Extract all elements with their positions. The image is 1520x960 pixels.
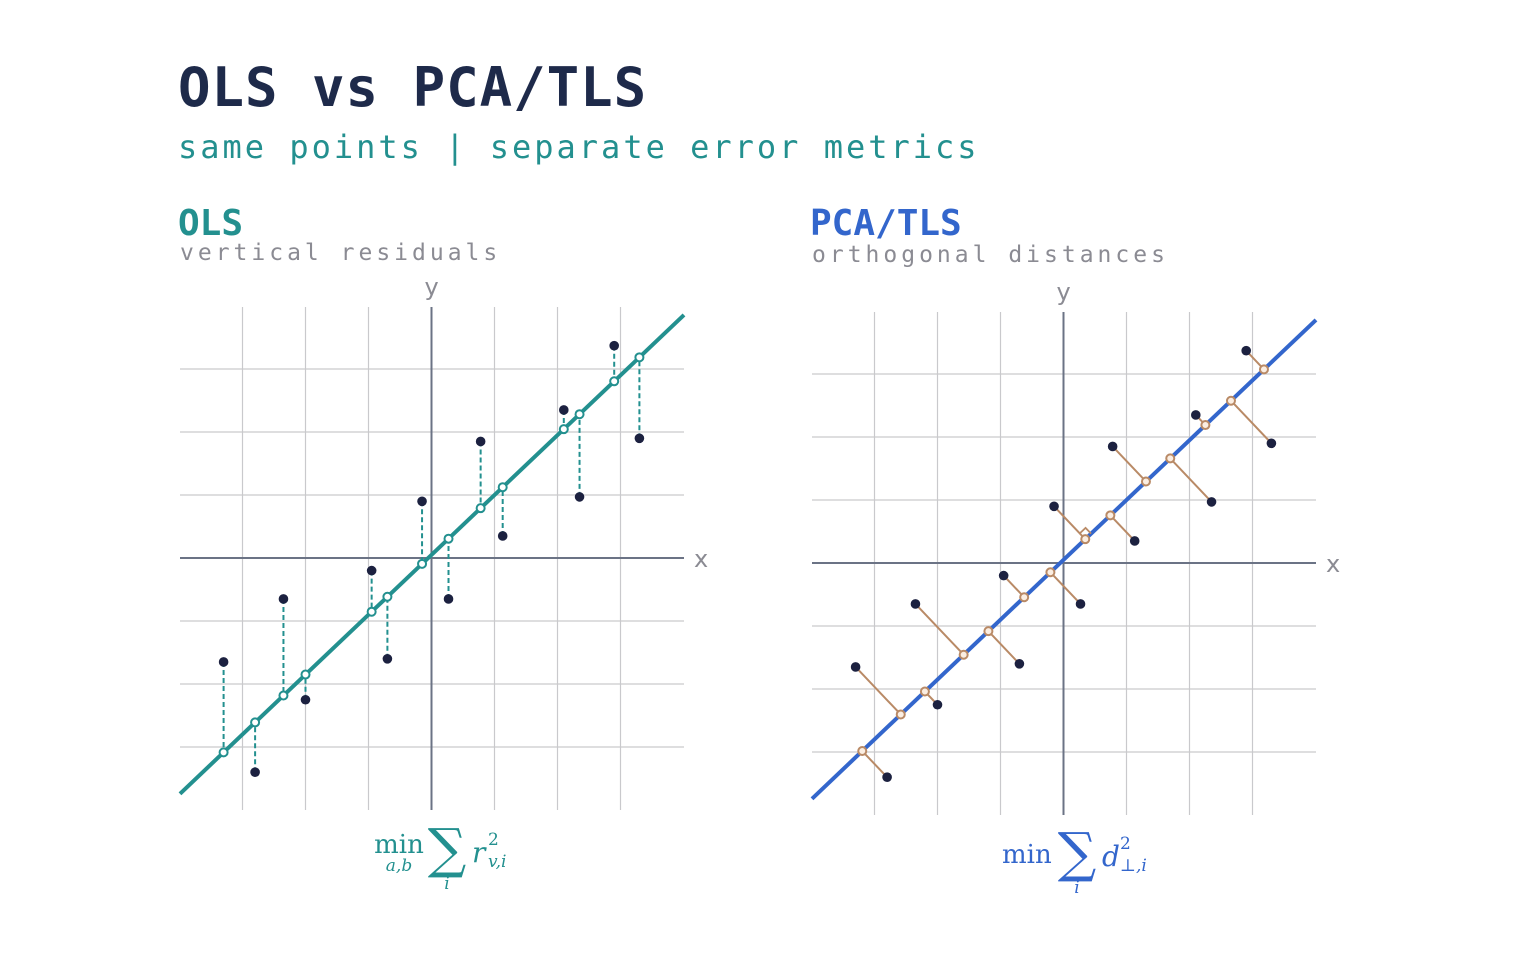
ols-point: [417, 496, 427, 507]
pca-formula-min: min: [1002, 840, 1052, 870]
page-subtitle: same points | separate error metrics: [178, 128, 980, 166]
pca-y-axis-label: y: [1057, 278, 1071, 306]
pca-orthogonal-distance: [1111, 445, 1147, 483]
ols-point: [574, 492, 585, 502]
pca-projection: [1140, 476, 1151, 487]
pca-projection: [919, 686, 930, 697]
ols-panel-title: OLS: [178, 203, 244, 244]
ols-projection: [300, 669, 311, 680]
pca-formula-var-sub: ⊥,i: [1120, 856, 1147, 876]
pca-projection: [1105, 510, 1116, 521]
ols-formula-min: min: [374, 830, 424, 860]
pca-projection: [1200, 420, 1211, 431]
pca-orthogonal-distance: [914, 603, 965, 656]
ols-formula-var-sub: v,i: [488, 852, 507, 872]
ols-projection: [278, 690, 289, 701]
pca-point: [850, 662, 861, 672]
pca-orthogonal-distance: [1169, 457, 1213, 503]
pca-orthogonal-distance: [1230, 400, 1273, 444]
pca-right-angle-marker: [1079, 526, 1092, 535]
ols-fit-line: [178, 313, 686, 796]
ols-projection: [574, 409, 585, 420]
ols-plot: xy: [178, 273, 708, 810]
pca-x-axis-label: x: [1326, 550, 1340, 578]
ols-point: [559, 405, 569, 415]
pca-orthogonal-distance: [1109, 514, 1136, 542]
pca-formula-var: d: [1102, 840, 1120, 873]
pca-panel-title: PCA/TLS: [810, 203, 962, 244]
pca-point: [910, 599, 921, 609]
pca-point: [1014, 659, 1025, 669]
ols-projection: [417, 558, 428, 569]
pca-plot: xy: [810, 278, 1340, 815]
pca-formula-sup: 2: [1120, 834, 1131, 854]
ols-formula-sum-sub: i: [444, 874, 450, 894]
pca-projection: [958, 649, 969, 660]
pca-point: [1049, 501, 1059, 512]
ols-point: [250, 767, 260, 777]
pca-orthogonal-distance: [1049, 571, 1082, 605]
pca-point: [1206, 497, 1217, 507]
ols-formula-var: r: [472, 836, 486, 869]
ols-point: [300, 694, 311, 705]
ols-formula-min-sub: a,b: [385, 856, 413, 876]
pca-projection: [857, 746, 868, 757]
pca-projection: [1258, 364, 1269, 375]
pca-point: [1241, 345, 1251, 356]
ols-projection: [366, 606, 377, 617]
ols-point: [382, 654, 393, 664]
pca-point: [882, 772, 892, 782]
ols-projection: [218, 747, 229, 758]
pca-orthogonal-distance: [861, 750, 888, 778]
ols-projection: [475, 503, 486, 514]
page-title: OLS vs PCA/TLS: [178, 56, 648, 119]
ols-point: [278, 594, 289, 604]
ols-panel-subtitle: vertical residuals: [180, 240, 502, 266]
pca-panel-subtitle: orthogonal distances: [812, 242, 1169, 268]
pca-point: [998, 570, 1009, 581]
ols-projection: [250, 717, 261, 728]
pca-projection: [1045, 567, 1056, 578]
ols-point: [609, 340, 619, 351]
ols-x-axis-label: x: [694, 545, 708, 573]
pca-point: [1266, 438, 1277, 449]
ols-projection: [558, 424, 569, 435]
pca-orthogonal-distance: [854, 666, 902, 716]
ols-formula-sup: 2: [488, 830, 499, 850]
pca-point: [1129, 536, 1140, 546]
pca-point: [1107, 441, 1118, 452]
ols-point: [475, 436, 486, 447]
ols-point: [497, 531, 508, 541]
pca-orthogonal-distance: [1053, 505, 1086, 540]
ols-projection: [382, 591, 393, 602]
pca-projection: [895, 709, 906, 720]
ols-projection: [497, 482, 508, 493]
ols-point: [218, 657, 229, 667]
pca-formula-sum-icon: ∑: [1057, 821, 1097, 884]
ols-projection: [443, 533, 454, 544]
pca-projection: [1019, 592, 1030, 603]
pca-point: [1191, 410, 1201, 420]
pca-projection: [1165, 453, 1176, 464]
ols-point: [366, 565, 377, 576]
ols-y-axis-label: y: [425, 273, 439, 301]
ols-projection: [634, 352, 645, 363]
ols-point: [634, 433, 645, 444]
pca-projection: [1225, 395, 1236, 406]
ols-formula-sum-icon: ∑: [427, 817, 467, 880]
ols-projection: [609, 376, 620, 387]
pca-formula-sum-sub: i: [1074, 878, 1080, 898]
ols-point: [443, 594, 454, 604]
pca-projection: [983, 626, 994, 637]
pca-projection: [1080, 534, 1091, 545]
pca-orthogonal-distance: [987, 630, 1021, 665]
pca-point: [932, 699, 943, 710]
pca-point: [1075, 599, 1086, 609]
